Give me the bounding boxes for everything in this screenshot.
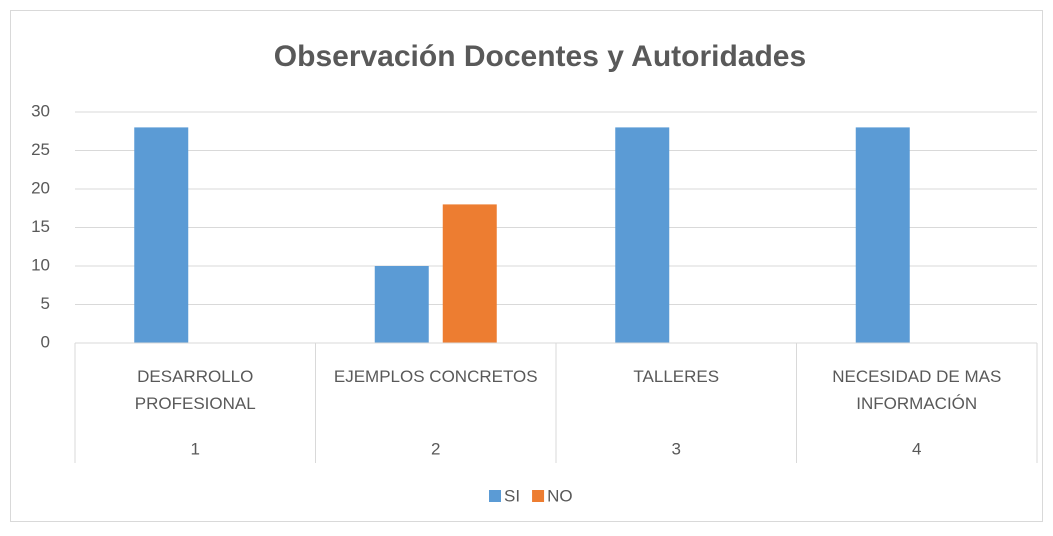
- x-tick-label: EJEMPLOS CONCRETOS: [334, 367, 538, 386]
- x-tick-label: DESARROLLO PROFESIONAL: [135, 367, 256, 413]
- bar: [442, 204, 497, 343]
- bar: [134, 127, 189, 344]
- x-tick-label: NECESIDAD DE MAS INFORMACIÓN: [832, 367, 1001, 413]
- chart-title: Observación Docentes y Autoridades: [274, 40, 806, 73]
- y-tick-label: 25: [31, 140, 50, 159]
- legend-label: SI: [504, 486, 520, 505]
- bar: [615, 127, 670, 344]
- bar: [855, 127, 910, 344]
- y-tick-label: 10: [31, 255, 50, 274]
- legend-swatch: [489, 490, 501, 502]
- bar: [374, 266, 429, 343]
- legend-label: NO: [547, 486, 573, 505]
- y-tick-label: 0: [41, 332, 50, 351]
- x-group-label: 4: [912, 439, 921, 458]
- x-tick-label: TALLERES: [633, 367, 719, 386]
- x-group-label: 1: [191, 439, 200, 458]
- y-tick-label: 15: [31, 217, 50, 236]
- y-tick-label: 5: [41, 294, 50, 313]
- y-tick-label: 20: [31, 178, 50, 197]
- x-group-label: 3: [672, 439, 681, 458]
- y-tick-label: 30: [31, 101, 50, 120]
- legend-swatch: [532, 490, 545, 502]
- x-group-label: 2: [431, 439, 440, 458]
